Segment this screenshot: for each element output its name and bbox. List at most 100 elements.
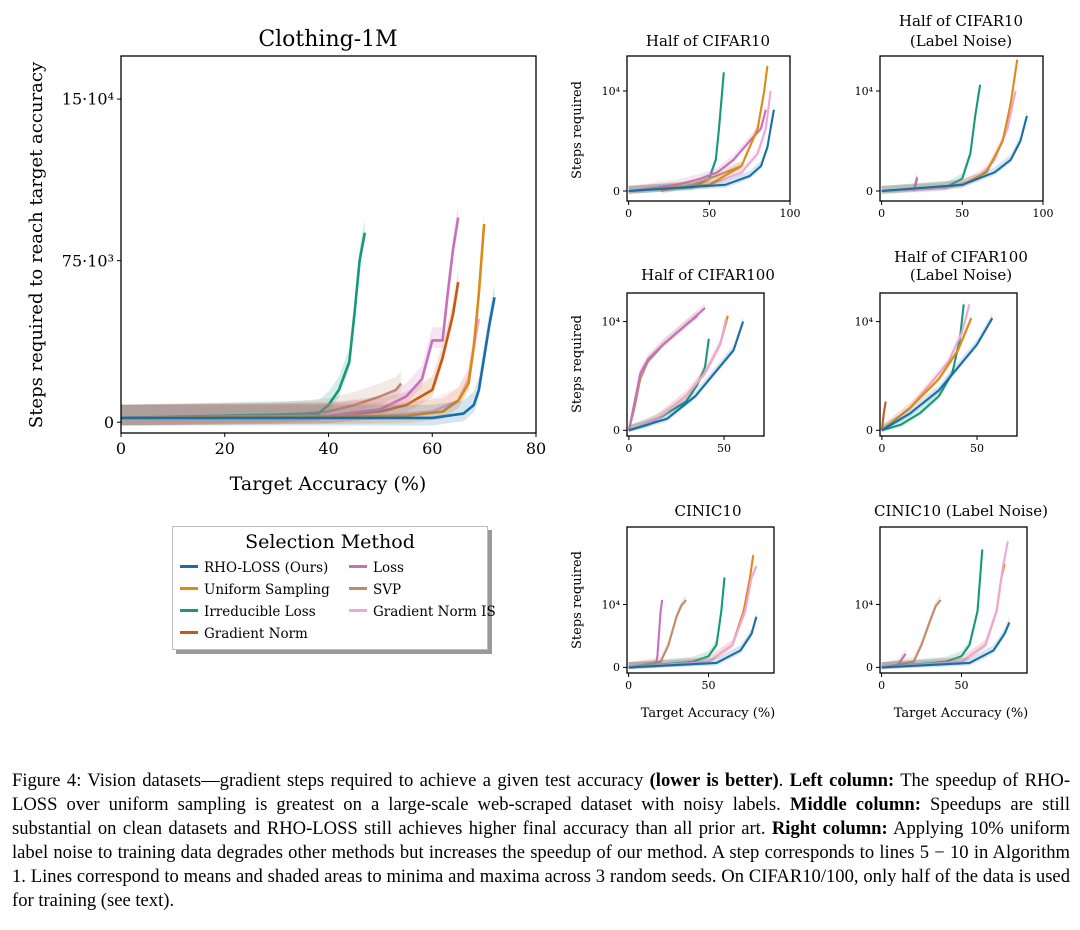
series-gradient-norm-is <box>628 319 727 432</box>
y-tick-label: 0 <box>613 661 620 674</box>
y-tick-label: 15·10⁴ <box>62 90 114 109</box>
series-irreducible-loss <box>881 304 965 432</box>
series-irreducible-loss <box>628 577 726 669</box>
x-axis-label: Target Accuracy (%) <box>894 706 1029 721</box>
y-axis-label: Steps required <box>570 551 585 649</box>
series-loss <box>627 307 706 431</box>
band-svp <box>881 594 941 670</box>
caption-label: Figure 4: <box>12 770 82 791</box>
caption-bold: Left column: <box>789 770 895 791</box>
series-loss <box>120 217 460 420</box>
y-tick-label: 0 <box>866 661 873 674</box>
band-irreducible-loss <box>121 219 365 426</box>
series-rho-loss-ours <box>881 622 1011 669</box>
caption-text: Vision datasets—gradient steps required … <box>87 770 644 791</box>
legend-label: RHO-LOSS (Ours) <box>204 560 329 576</box>
chart-cinic10: 0 50 0 10⁴ CINIC10 Target Accuracy (%) Steps r… <box>570 502 775 721</box>
caption-text: Applying 10% uniform label noise to trai… <box>12 818 1071 911</box>
chart-subtitle: (Label Noise) <box>910 266 1012 284</box>
legend-item-irreducible: Irreducible Loss <box>180 604 316 620</box>
caption-bold: Right column: <box>771 818 888 839</box>
band-rho-loss-ours <box>628 104 774 194</box>
plot-frame <box>626 292 765 437</box>
series-rho-loss-ours <box>881 115 1028 193</box>
legend-label: Gradient Norm <box>204 626 308 642</box>
x-tick-label: 50 <box>717 442 731 455</box>
series-rho-loss-ours <box>628 321 745 432</box>
band-rho-loss-ours <box>881 313 993 432</box>
chart-title: Half of CIFAR100 <box>894 248 1028 266</box>
chart-cifar10ln: 0 50 100 0 10⁴ Half of CIFAR10 (Label Noise) <box>855 12 1054 220</box>
legend-swatch <box>180 587 198 590</box>
y-tick-label: 10⁴ <box>855 315 874 328</box>
y-tick-label: 0 <box>613 424 620 437</box>
y-tick-label: 10⁴ <box>602 85 621 98</box>
plot-frame <box>626 526 775 674</box>
figure-canvas: 0 20 40 60 80 0 75·10³ 15·10⁴ Clothing-1M Target … <box>26 12 1054 721</box>
x-tick-label: 0 <box>878 207 885 220</box>
legend-title: Selection Method <box>245 531 415 553</box>
legend-item-loss: Loss <box>349 560 404 576</box>
legend-swatch <box>349 609 367 612</box>
band-gradient-norm-is <box>881 85 1016 194</box>
band-rho-loss-ours <box>881 617 1010 670</box>
series-irreducible-loss <box>120 232 367 420</box>
series-gradient-norm <box>880 401 887 431</box>
series-gradient-norm-is <box>628 565 758 669</box>
y-tick-label: 10⁴ <box>855 85 874 98</box>
legend-label: SVP <box>373 582 402 598</box>
legend-swatch <box>349 565 367 568</box>
band-rho-loss-ours <box>628 611 757 670</box>
legend-label: Uniform Sampling <box>204 582 330 598</box>
caption-text: The speedup of RHO-LOSS over uniform sam… <box>12 770 1071 815</box>
band-loss <box>121 204 459 426</box>
chart-title: Half of CIFAR10 <box>899 12 1023 30</box>
legend-swatch <box>349 587 367 590</box>
y-tick-label: 10⁴ <box>855 598 874 611</box>
chart-cinic10ln: 0 50 0 10⁴ CINIC10 (Label Noise) Target Accur… <box>855 502 1048 721</box>
band-uniform-sampling <box>121 210 485 426</box>
legend: Selection Method RHO-LOSS (Ours) Uniform… <box>172 526 496 650</box>
y-axis-label: Steps required <box>570 81 585 179</box>
band-svp <box>660 160 742 194</box>
chart-clothing: 0 20 40 60 80 0 75·10³ 15·10⁴ Clothing-1M Target … <box>26 27 546 495</box>
x-tick-label: 0 <box>878 679 885 692</box>
band-uniform-sampling <box>881 313 972 432</box>
caption-bold: Middle column: <box>789 794 921 815</box>
y-tick-label: 0 <box>866 185 873 198</box>
band-rho-loss-ours <box>121 284 495 426</box>
chart-title: Clothing-1M <box>258 27 397 52</box>
band-svp <box>628 594 687 670</box>
legend-item-grad-norm: Gradient Norm <box>180 626 308 642</box>
series-rho-loss-ours <box>628 109 775 193</box>
chart-cifar100: 0 50 0 10⁴ Half of CIFAR100 Steps required <box>570 266 775 455</box>
series-gradient-norm-is <box>881 90 1017 193</box>
plot-frame <box>626 55 791 202</box>
x-tick-label: 100 <box>780 207 801 220</box>
band-gradient-norm-is <box>881 299 970 432</box>
series-rho-loss-ours <box>628 616 758 669</box>
y-tick-label: 0 <box>613 185 620 198</box>
x-tick-label: 20 <box>215 439 235 458</box>
legend-label: Gradient Norm IS <box>373 604 496 620</box>
x-tick-label: 0 <box>625 679 632 692</box>
plot-frame <box>879 55 1044 202</box>
legend-swatch <box>180 609 198 612</box>
series-svp <box>881 599 942 669</box>
plot-frame <box>879 526 1028 674</box>
y-axis-label: Steps required <box>570 315 585 413</box>
x-tick-label: 50 <box>954 679 968 692</box>
chart-subtitle: (Label Noise) <box>910 32 1012 50</box>
series-svp <box>628 599 687 669</box>
y-tick-label: 75·10³ <box>62 251 114 270</box>
legend-item-grad-norm-is: Gradient Norm IS <box>349 604 496 620</box>
chart-title: Half of CIFAR100 <box>641 266 775 284</box>
x-tick-label: 50 <box>701 679 715 692</box>
figure-caption: Figure 4: Vision datasets—gradient steps… <box>12 769 1070 913</box>
band-loss <box>628 104 766 194</box>
x-tick-label: 0 <box>625 442 632 455</box>
legend-item-uniform: Uniform Sampling <box>180 582 330 598</box>
x-tick-label: 0 <box>878 442 885 455</box>
series-gradient-norm-is <box>881 541 1009 669</box>
chart-cifar10: 0 50 100 0 10⁴ Half of CIFAR10 Steps required <box>570 32 801 220</box>
